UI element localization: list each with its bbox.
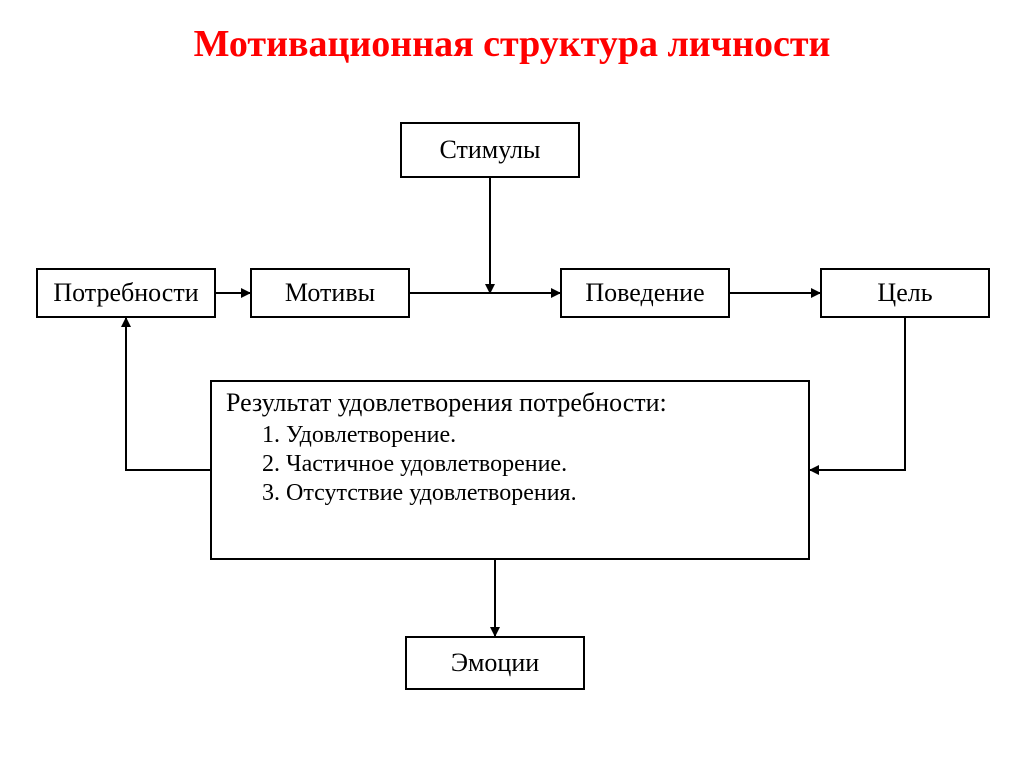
- box-motives-label: Мотивы: [285, 278, 375, 308]
- box-result: Результат удовлетворения потребности: Уд…: [210, 380, 810, 560]
- box-emotions-label: Эмоции: [451, 648, 539, 678]
- page-title: Мотивационная структура личности: [0, 22, 1024, 66]
- box-behavior-label: Поведение: [585, 278, 704, 308]
- arrow-result-to-needs: [126, 318, 210, 470]
- arrow-goal-to-result: [810, 318, 905, 470]
- box-goal: Цель: [820, 268, 990, 318]
- result-item: Частичное удовлетворение.: [286, 451, 794, 478]
- result-list: Удовлетворение. Частичное удовлетворение…: [226, 422, 794, 507]
- box-emotions: Эмоции: [405, 636, 585, 690]
- result-item: Удовлетворение.: [286, 422, 794, 449]
- box-behavior: Поведение: [560, 268, 730, 318]
- box-stimuli: Стимулы: [400, 122, 580, 178]
- result-title: Результат удовлетворения потребности:: [226, 388, 794, 418]
- box-needs: Потребности: [36, 268, 216, 318]
- box-goal-label: Цель: [877, 278, 932, 308]
- box-needs-label: Потребности: [53, 278, 198, 308]
- result-item: Отсутствие удовлетворения.: [286, 480, 794, 507]
- diagram-canvas: Мотивационная структура личности Стимулы…: [0, 0, 1024, 767]
- box-stimuli-label: Стимулы: [439, 135, 540, 165]
- box-motives: Мотивы: [250, 268, 410, 318]
